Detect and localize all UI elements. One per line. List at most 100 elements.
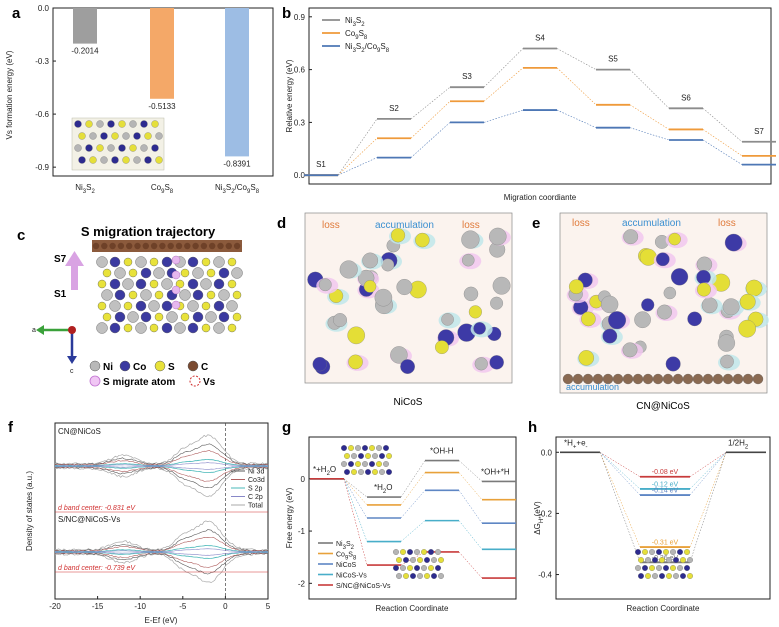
panel-letter-d: d — [277, 215, 286, 232]
a-atom — [155, 156, 163, 164]
h-struct-atom — [659, 573, 665, 579]
f-dos-curve — [54, 466, 269, 489]
panel-e-loss-left: loss — [572, 218, 590, 229]
c-atom — [123, 301, 133, 311]
b-legend-label: Ni3S2/Co9S8 — [345, 42, 390, 54]
density-atom — [339, 260, 358, 279]
a-atom — [133, 132, 141, 140]
c-atom — [227, 279, 237, 289]
b-connector — [629, 127, 670, 141]
b-connector — [556, 109, 597, 128]
f-dos-curve — [55, 548, 269, 553]
panel-letter-b: b — [282, 5, 291, 22]
panel-a-crystal-structure — [71, 117, 165, 171]
b-connector — [629, 69, 670, 109]
a-atom — [140, 144, 148, 152]
panel-h-hydrogen-chart: ΔGH*(eV) Reaction Coordinate 0.0 -0.2 -0.4… — [533, 436, 771, 613]
h-connector-left — [599, 452, 641, 563]
c-atom — [140, 311, 152, 323]
f-xtick-label: -15 — [92, 602, 104, 611]
g-series-nicos — [310, 478, 516, 525]
c-legend-vs-dot — [189, 375, 201, 387]
g-state-label: *+H2O — [313, 465, 336, 477]
h-value-label: -0.12 eV — [652, 481, 679, 488]
b-connector — [410, 101, 451, 139]
c-atom — [187, 278, 199, 290]
a-category-label: Co9S8 — [151, 183, 174, 195]
g-struct-atom — [362, 461, 368, 467]
panel-a-bars: -0.2014 -0.5133 -0.8391 — [71, 8, 251, 168]
c-atom — [135, 278, 147, 290]
c-legend-dot-ni — [89, 360, 101, 372]
h-value-label: -0.14 eV — [652, 488, 679, 495]
g-struct-atom — [386, 453, 392, 459]
h-struct-atom — [680, 557, 686, 563]
density-atom — [381, 258, 395, 272]
g-struct-atom — [358, 453, 364, 459]
h-struct-atom — [642, 549, 648, 555]
density-atom — [670, 268, 689, 286]
h-ytick-label: -0.4 — [538, 571, 552, 580]
g-struct-atom — [344, 469, 350, 475]
c-carbon-atom — [167, 242, 174, 250]
a-ytick-label: -0.3 — [35, 57, 49, 66]
panel-c-axes-gizmo: a c — [32, 325, 77, 375]
a-ytick-label: 0.0 — [38, 4, 50, 13]
a-atom — [151, 144, 159, 152]
g-struct-atom — [424, 573, 430, 579]
panel-e-accumulation-bottom: accumulation — [566, 382, 619, 392]
a-atom — [144, 156, 152, 164]
c-atom — [232, 312, 242, 322]
c-atom — [201, 323, 211, 333]
b-connector — [702, 108, 743, 142]
c-atom — [109, 300, 121, 312]
g-struct-atom — [414, 565, 420, 571]
density-atom — [492, 276, 511, 295]
b-ytick-label: 0.9 — [294, 13, 306, 22]
h-connector-left — [599, 452, 641, 477]
a-atom — [111, 156, 119, 164]
c-atom — [206, 290, 216, 300]
f-dos-curve — [55, 465, 269, 470]
c-atom — [153, 267, 165, 279]
density-atom — [701, 297, 718, 314]
c-atom — [102, 312, 112, 322]
a-atom — [107, 144, 115, 152]
c-atom — [227, 323, 237, 333]
h-struct-atom — [635, 549, 641, 555]
a-value-label: -0.2014 — [71, 47, 99, 56]
panel-f-dos-chart: Density of states (a.u.) E-Ef (eV) -20 -1… — [25, 422, 271, 625]
panel-b-state-labels: S1 S2 S3 S4 S5 S6 S7 — [316, 33, 764, 169]
c-atom — [123, 257, 133, 267]
a-atom — [78, 156, 86, 164]
h-ytick-label: -0.2 — [538, 509, 552, 518]
c-atom — [213, 300, 225, 312]
c-legend-migrate-label: S migrate atom — [103, 377, 175, 388]
b-state-s6: S6 — [681, 93, 691, 102]
g-struct-atom — [421, 565, 427, 571]
g-struct-atom — [376, 445, 382, 451]
f-dos-curve — [54, 434, 269, 466]
f-dos-curve — [54, 552, 269, 575]
c-atom — [179, 289, 191, 301]
panel-letter-h: h — [528, 419, 537, 436]
c-atom — [114, 289, 126, 301]
f-dos-curve — [54, 443, 269, 466]
a-atom — [85, 120, 93, 128]
h-struct-atom — [649, 565, 655, 571]
c-atom — [161, 278, 173, 290]
g-struct-atom — [372, 469, 378, 475]
g-struct-atom — [400, 549, 406, 555]
b-connector — [337, 118, 378, 176]
h-start-label: *H++e- — [564, 438, 588, 450]
h-struct-atom — [642, 565, 648, 571]
a-atom — [74, 144, 82, 152]
h-struct-atom — [663, 565, 669, 571]
a-atom — [100, 156, 108, 164]
density-atom — [634, 311, 651, 329]
g-struct-atom — [421, 549, 427, 555]
f-dos-curve — [54, 544, 269, 553]
g-connector — [343, 478, 368, 519]
c-atom — [200, 278, 212, 290]
panel-h-xlabel: Reaction Coordinate — [627, 604, 700, 613]
